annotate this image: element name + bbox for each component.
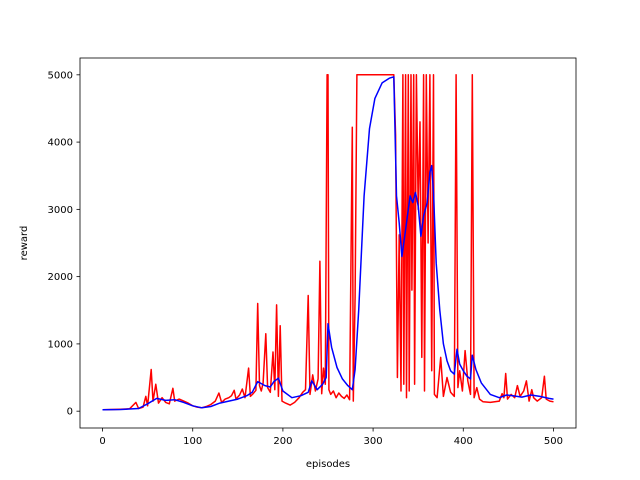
series-layer: [102, 74, 554, 411]
x-axis-ticks: 0 100 200 300 400 500: [99, 428, 563, 447]
y-tick-label: 1000: [48, 339, 73, 350]
x-tick-label: 400: [454, 436, 473, 447]
x-axis-label: episodes: [306, 459, 350, 470]
y-tick-label: 3000: [48, 205, 73, 216]
x-tick-label: 300: [364, 436, 383, 447]
y-axis-label: reward: [19, 226, 30, 261]
y-tick-label: 4000: [48, 138, 73, 149]
series-line-smoothed: [102, 76, 554, 411]
axes-frame: [79, 57, 577, 429]
x-tick-label: 200: [273, 436, 292, 447]
x-tick-label: 100: [183, 436, 202, 447]
y-tick-label: 2000: [48, 272, 73, 283]
y-tick-label: 0: [67, 407, 73, 418]
series-line-reward: [102, 74, 554, 411]
y-axis-ticks: 0 1000 2000 3000 4000 5000: [48, 70, 80, 418]
plot-area: 0 100 200 300 400 500 0 1000 2000 3000 4000 5000 e…: [19, 57, 577, 470]
x-tick-label: 500: [544, 436, 563, 447]
x-tick-label: 0: [99, 436, 105, 447]
y-tick-label: 5000: [48, 70, 73, 81]
